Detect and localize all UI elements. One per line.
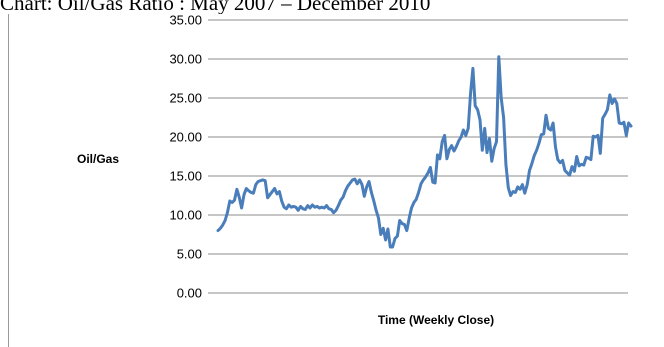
y-tick-label: 0.00 — [177, 286, 202, 301]
x-axis-title: Time (Weekly Close) — [378, 313, 494, 327]
y-tick-label: 30.00 — [169, 52, 202, 67]
page-title: Chart: Oil/Gas Ratio : May 2007 – Decemb… — [0, 0, 431, 14]
y-tick-label: 20.00 — [169, 130, 202, 145]
chart-frame — [8, 14, 663, 347]
series-line — [216, 55, 633, 249]
y-tick-label: 10.00 — [169, 208, 202, 223]
y-tick-label: 15.00 — [169, 169, 202, 184]
y-axis-title: Oil/Gas — [77, 152, 119, 166]
y-tick-label: 5.00 — [177, 247, 202, 262]
gridlines — [208, 19, 628, 294]
y-tick-label: 35.00 — [169, 13, 202, 28]
y-tick-labels: 0.00 5.00 10.00 15.00 20.00 25.00 30.00 35.00 — [169, 13, 202, 301]
y-tick-label: 25.00 — [169, 91, 202, 106]
